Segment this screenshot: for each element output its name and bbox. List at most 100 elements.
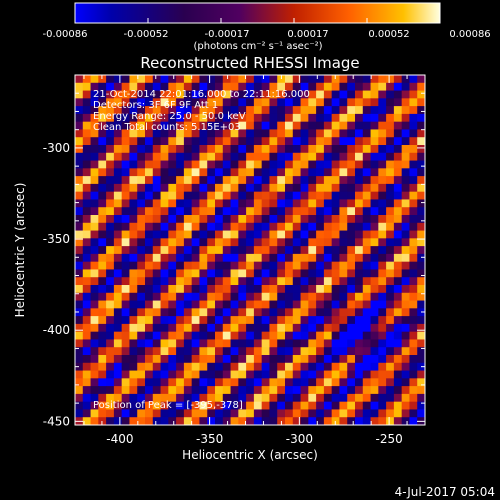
image-pixel: [370, 176, 379, 185]
image-pixel: [137, 152, 146, 162]
image-pixel: [183, 246, 193, 255]
image-pixel: [393, 292, 403, 302]
image-pixel: [183, 331, 193, 340]
image-pixel: [106, 253, 115, 263]
y-tick-label: -350: [43, 232, 70, 246]
x-tick-label: -300: [286, 432, 313, 446]
image-pixel: [331, 106, 340, 115]
image-pixel: [300, 417, 309, 425]
image-pixel: [370, 323, 379, 333]
image-pixel: [253, 160, 263, 169]
image-pixel: [347, 106, 356, 115]
image-pixel: [308, 113, 317, 123]
image-pixel: [207, 199, 216, 208]
image-pixel: [347, 137, 356, 146]
image-pixel: [75, 152, 84, 162]
image-pixel: [238, 347, 247, 356]
image-pixel: [75, 386, 84, 395]
y-axis-label: Heliocentric Y (arcsec): [13, 183, 27, 318]
image-pixel: [308, 230, 317, 239]
image-pixel: [393, 160, 403, 169]
image-pixel: [285, 199, 294, 208]
image-pixel: [347, 269, 356, 278]
image-pixel: [191, 176, 200, 185]
image-pixel: [199, 137, 208, 146]
image-pixel: [339, 347, 348, 356]
image-pixel: [199, 323, 208, 333]
image-pixel: [417, 106, 425, 115]
image-pixel: [417, 121, 425, 130]
image-pixel: [121, 113, 130, 123]
image-pixel: [238, 253, 247, 263]
image-pixel: [417, 339, 425, 348]
image-pixel: [168, 393, 177, 403]
image-pixel: [323, 409, 333, 418]
image-pixel: [75, 246, 84, 255]
image-pixel: [409, 323, 418, 333]
image-pixel: [168, 152, 177, 162]
image-pixel: [168, 90, 177, 99]
image-pixel: [277, 370, 286, 379]
image-pixel: [215, 347, 224, 356]
image-pixel: [98, 378, 107, 387]
image-pixel: [253, 238, 263, 247]
image-pixel: [316, 331, 325, 340]
image-pixel: [121, 347, 130, 356]
image-pixel: [121, 106, 130, 115]
image-pixel: [292, 145, 302, 154]
image-pixel: [277, 292, 286, 302]
image-pixel: [137, 82, 146, 92]
image-pixel: [331, 145, 340, 154]
image-pixel: [106, 277, 115, 286]
image-pixel: [168, 129, 177, 138]
image-pixel: [277, 215, 286, 224]
image-pixel: [246, 409, 255, 418]
image-pixel: [98, 145, 107, 154]
image-pixel: [183, 238, 193, 247]
image-pixel: [113, 339, 123, 348]
image-pixel: [362, 129, 372, 138]
image-pixel: [90, 113, 99, 123]
image-pixel: [339, 331, 348, 340]
image-pixel: [106, 90, 115, 99]
image-pixel: [417, 191, 425, 200]
image-pixel: [176, 370, 185, 379]
image-pixel: [417, 386, 425, 395]
image-pixel: [323, 152, 333, 162]
image-pixel: [82, 160, 92, 169]
image-pixel: [106, 152, 115, 162]
image-pixel: [191, 246, 200, 255]
image-pixel: [176, 300, 185, 309]
image-pixel: [82, 222, 92, 232]
image-pixel: [409, 401, 418, 410]
image-pixel: [386, 129, 395, 138]
image-pixel: [331, 183, 340, 193]
image-pixel: [137, 300, 146, 309]
image-pixel: [323, 285, 333, 294]
image-pixel: [82, 137, 92, 146]
image-pixel: [401, 215, 410, 224]
image-pixel: [355, 323, 364, 333]
image-pixel: [308, 370, 317, 379]
image-pixel: [393, 222, 403, 232]
image-pixel: [401, 292, 410, 302]
image-pixel: [168, 75, 177, 84]
image-pixel: [121, 401, 130, 410]
colorbar-tick-labels: -0.00086 -0.00052 -0.00017 0.00017 0.00052 0.…: [43, 29, 491, 40]
image-pixel: [106, 215, 115, 224]
image-pixel: [300, 401, 309, 410]
image-pixel: [401, 246, 410, 255]
image-pixel: [152, 409, 162, 418]
image-pixel: [355, 269, 364, 278]
image-pixel: [152, 331, 162, 340]
image-pixel: [113, 362, 123, 372]
image-pixel: [308, 316, 317, 325]
image-pixel: [160, 417, 169, 425]
image-pixel: [285, 316, 294, 325]
image-pixel: [362, 331, 372, 340]
image-pixel: [347, 261, 356, 270]
image-pixel: [82, 323, 92, 333]
image-pixel: [207, 238, 216, 247]
image-pixel: [378, 75, 387, 84]
image-pixel: [137, 355, 146, 364]
